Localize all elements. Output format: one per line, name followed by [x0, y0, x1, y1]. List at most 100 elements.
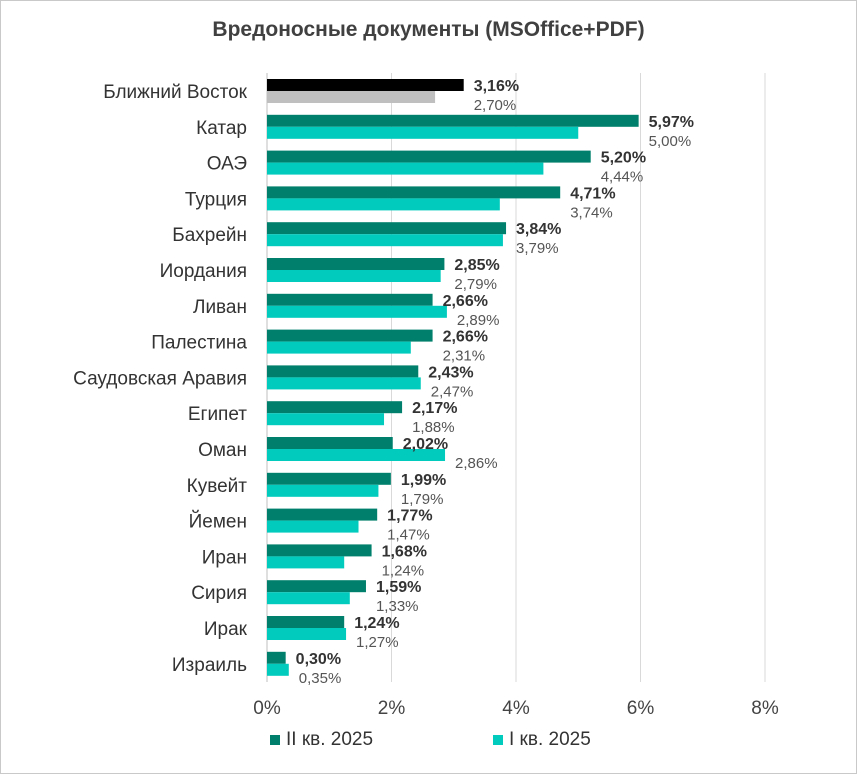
bar-current	[267, 508, 378, 521]
bar-current	[267, 258, 445, 270]
data-label-previous: 2,79%	[454, 276, 497, 293]
bar-previous	[267, 484, 379, 497]
legend-item-previous: I кв. 2025	[493, 729, 591, 751]
bar-previous	[267, 556, 345, 569]
data-label-current: 3,16%	[474, 78, 519, 95]
category-label: Турция	[185, 189, 247, 210]
bar-current	[267, 437, 393, 449]
data-label-previous: 1,27%	[356, 634, 399, 651]
bar-previous	[267, 162, 544, 175]
bar-current	[267, 651, 286, 664]
category-label: Иордания	[160, 261, 247, 282]
legend-swatch-previous	[493, 735, 503, 745]
x-tick-label: 4%	[502, 698, 530, 719]
data-label-current: 4,71%	[570, 185, 615, 202]
category-label: Ирак	[204, 619, 248, 640]
data-label-previous: 2,47%	[431, 383, 474, 400]
legend-item-current: II кв. 2025	[270, 729, 373, 751]
data-label-previous: 2,89%	[457, 312, 500, 329]
category-label: Йемен	[189, 511, 247, 533]
category-label: Бахрейн	[172, 225, 247, 246]
data-label-current: 2,85%	[454, 257, 499, 274]
bar-current	[267, 293, 433, 306]
category-label: Кувейт	[187, 476, 248, 497]
data-label-current: 0,30%	[296, 651, 341, 668]
data-label-current: 5,97%	[649, 114, 694, 131]
data-label-previous: 1,79%	[401, 491, 444, 508]
data-label-current: 1,59%	[376, 579, 421, 596]
bar-previous	[267, 413, 385, 426]
bar-current	[267, 222, 507, 235]
data-label-previous: 3,74%	[570, 204, 613, 221]
bar-previous	[267, 520, 359, 533]
data-label-previous: 1,47%	[387, 527, 430, 544]
data-label-previous: 1,24%	[382, 562, 425, 579]
data-label-current: 2,66%	[443, 293, 488, 310]
data-label-current: 1,99%	[401, 472, 446, 489]
category-label: Египет	[188, 404, 247, 425]
bar-previous	[267, 592, 350, 605]
category-label: Ливан	[193, 297, 247, 318]
bar-previous	[267, 234, 503, 247]
category-label: Израиль	[172, 655, 247, 676]
data-label-current: 2,17%	[412, 400, 457, 417]
category-label: Иран	[202, 547, 247, 568]
legend-label-previous: I кв. 2025	[509, 729, 591, 750]
bar-previous	[267, 628, 347, 640]
bar-current	[267, 616, 345, 628]
category-label: Сирия	[191, 583, 247, 604]
category-label: Катар	[196, 118, 247, 139]
data-label-current: 1,77%	[387, 508, 432, 525]
bar-current	[267, 150, 591, 163]
category-label: ОАЭ	[207, 154, 247, 175]
bar-current	[267, 329, 433, 342]
bar-current	[267, 186, 561, 199]
bar-current	[267, 472, 391, 485]
data-label-previous: 1,88%	[412, 419, 455, 436]
data-label-previous: 4,44%	[601, 169, 644, 186]
bar-previous	[267, 126, 579, 139]
data-label-current: 2,02%	[403, 436, 448, 453]
chart-title: Вредоносные документы (MSOffice+PDF)	[212, 18, 645, 41]
bar-current	[267, 580, 366, 593]
data-label-previous: 5,00%	[649, 133, 692, 150]
legend-swatch-current	[270, 735, 280, 745]
bar-previous	[267, 91, 436, 103]
category-label: Саудовская Аравия	[73, 368, 247, 389]
category-labels: Ближний Восток Катар ОАЭ Турция Бахрейн Иорда…	[73, 82, 248, 676]
x-tick-label: 8%	[751, 698, 779, 719]
legend: II кв. 2025 I кв. 2025	[0, 729, 857, 755]
bar-current	[267, 401, 403, 414]
category-label: Палестина	[151, 333, 247, 354]
bar-current	[267, 114, 639, 127]
data-label-previous: 2,70%	[474, 97, 517, 114]
bar-previous	[267, 341, 411, 354]
x-tick-label: 6%	[627, 698, 655, 719]
data-label-previous: 1,33%	[376, 598, 419, 615]
data-label-previous: 2,31%	[443, 348, 486, 365]
data-label-current: 2,66%	[443, 329, 488, 346]
bar-previous	[267, 377, 421, 390]
bar-previous	[267, 270, 441, 282]
data-label-previous: 0,35%	[299, 670, 342, 687]
data-label-previous: 2,86%	[455, 455, 498, 472]
bar-current	[267, 365, 419, 378]
x-tick-label: 2%	[378, 698, 406, 719]
bar-current	[267, 79, 464, 91]
data-label-current: 2,43%	[428, 364, 473, 381]
bar-previous	[267, 663, 289, 676]
data-label-current: 1,24%	[354, 615, 399, 632]
bar-previous	[267, 449, 446, 461]
bars: 3,16% 2,70% 5,97% 5,00%5,20% 4,44%4,71% 3,74%…	[267, 78, 694, 687]
x-axis-tick-labels: 0% 2% 4% 6% 8%	[253, 698, 779, 719]
bar-previous	[267, 198, 500, 211]
x-tick-label: 0%	[253, 698, 281, 719]
category-label: Оман	[198, 440, 247, 461]
category-label: Ближний Восток	[103, 82, 247, 103]
data-label-current: 3,84%	[516, 221, 561, 238]
data-label-previous: 3,79%	[516, 240, 559, 257]
data-label-current: 5,20%	[601, 150, 646, 167]
legend-label-current: II кв. 2025	[286, 729, 374, 750]
bar-current	[267, 544, 372, 557]
